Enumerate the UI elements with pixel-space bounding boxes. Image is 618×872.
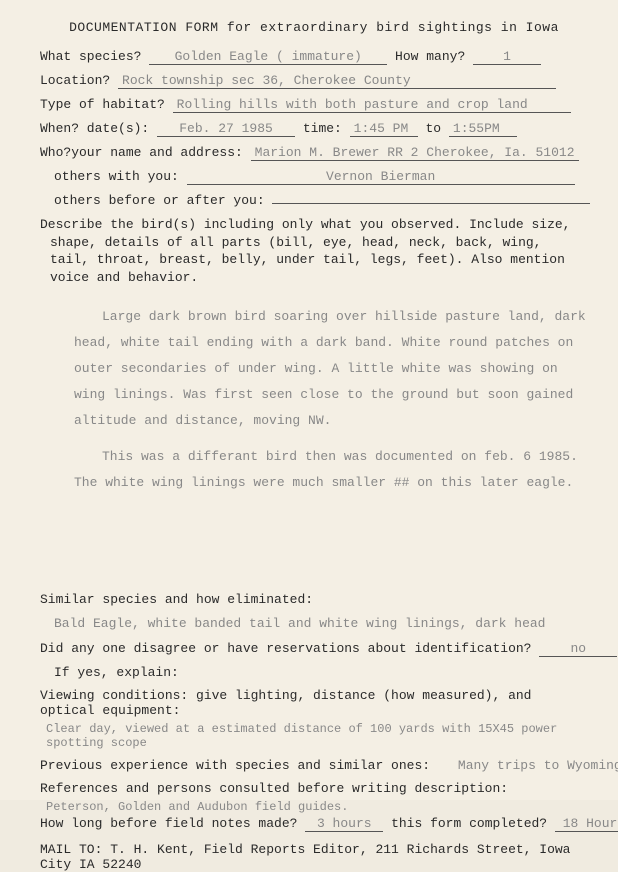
location-value: Rock township sec 36, Cherokee County [118,73,556,89]
viewing-label: Viewing conditions: give lighting, dista… [40,688,588,718]
time-label: time: [303,121,342,136]
similar-label: Similar species and how eliminated: [40,592,588,607]
time-to: 1:55PM [449,121,517,137]
who-value: Marion M. Brewer RR 2 Cherokee, Ia. 5101… [251,145,579,161]
when-date: Feb. 27 1985 [157,121,295,137]
species-value: Golden Eagle ( immature) [149,49,387,65]
time-from: 1:45 PM [350,121,418,137]
form-title: DOCUMENTATION FORM for extraordinary bir… [40,20,588,35]
refs-label: References and persons consulted before … [40,781,588,796]
describe-label: Describe the bird(s) including only what… [40,216,588,286]
others-with-label: others with you: [54,169,179,184]
mail-to: MAIL TO: T. H. Kent, Field Reports Edito… [40,842,588,872]
prev-label: Previous experience with species and sim… [40,758,430,773]
row-location: Location? Rock township sec 36, Cherokee… [40,73,588,89]
ifyes-label: If yes, explain: [40,665,588,680]
others-before-value [272,203,590,204]
who-label: Who?your name and address: [40,145,243,160]
howlong-value: 3 hours [305,816,383,832]
howlong-label: How long before field notes made? [40,816,297,831]
formcomp-label: this form completed? [391,816,547,831]
habitat-label: Type of habitat? [40,97,165,112]
disagree-value: no [539,641,617,657]
row-species: What species? Golden Eagle ( immature) H… [40,49,588,65]
row-prev: Previous experience with species and sim… [40,758,588,773]
howmany-label: How many? [395,49,465,64]
species-label: What species? [40,49,141,64]
similar-value: Bald Eagle, white banded tail and white … [40,611,588,637]
row-howlong: How long before field notes made? 3 hour… [40,816,588,832]
row-others-with: others with you: Vernon Bierman [40,169,588,185]
row-disagree: Did any one disagree or have reservation… [40,641,588,657]
description-paragraph-2: This was a differant bird then was docum… [40,444,588,496]
when-label: When? date(s): [40,121,149,136]
formcomp-value: 18 Hours [555,816,618,832]
description-paragraph-1: Large dark brown bird soaring over hills… [40,304,588,434]
spacer [40,506,588,586]
habitat-value: Rolling hills with both pasture and crop… [173,97,571,113]
location-label: Location? [40,73,110,88]
refs-value: Peterson, Golden and Audubon field guide… [40,800,588,814]
documentation-form: DOCUMENTATION FORM for extraordinary bir… [0,0,618,800]
others-with-value: Vernon Bierman [187,169,575,185]
howmany-value: 1 [473,49,541,65]
viewing-value: Clear day, viewed at a estimated distanc… [40,722,588,750]
prev-value: Many trips to Wyoming [438,758,618,773]
row-when: When? date(s): Feb. 27 1985 time: 1:45 P… [40,121,588,137]
disagree-label: Did any one disagree or have reservation… [40,641,531,656]
row-others-before: others before or after you: [40,193,588,208]
to-label: to [425,121,441,136]
row-habitat: Type of habitat? Rolling hills with both… [40,97,588,113]
row-who: Who?your name and address: Marion M. Bre… [40,145,588,161]
others-before-label: others before or after you: [54,193,265,208]
